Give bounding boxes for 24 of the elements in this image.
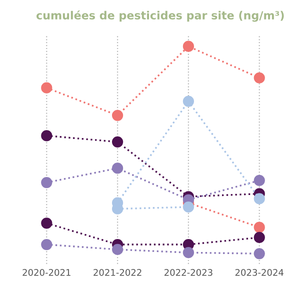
point bbox=[254, 174, 265, 186]
point bbox=[182, 201, 194, 213]
point bbox=[41, 218, 52, 229]
point bbox=[112, 110, 124, 121]
point bbox=[112, 162, 124, 174]
point bbox=[182, 247, 194, 258]
point bbox=[254, 248, 265, 260]
point bbox=[254, 222, 265, 233]
point bbox=[254, 72, 265, 84]
point bbox=[112, 136, 124, 148]
point bbox=[112, 244, 124, 256]
point bbox=[41, 238, 52, 250]
point bbox=[182, 40, 194, 52]
point bbox=[254, 232, 265, 244]
point bbox=[182, 96, 194, 107]
point bbox=[41, 176, 52, 188]
x-tick-label: 2023-2024 bbox=[235, 269, 284, 276]
x-tick-label: 2021-2022 bbox=[94, 269, 142, 276]
x-tick-label: 2022-2023 bbox=[164, 269, 212, 276]
x-tick-label: 2020-2021 bbox=[22, 269, 70, 276]
point bbox=[41, 130, 52, 142]
chart-title: cumulées de pesticides par site (ng/m³) bbox=[36, 10, 284, 22]
point bbox=[41, 82, 52, 94]
point bbox=[254, 193, 265, 204]
